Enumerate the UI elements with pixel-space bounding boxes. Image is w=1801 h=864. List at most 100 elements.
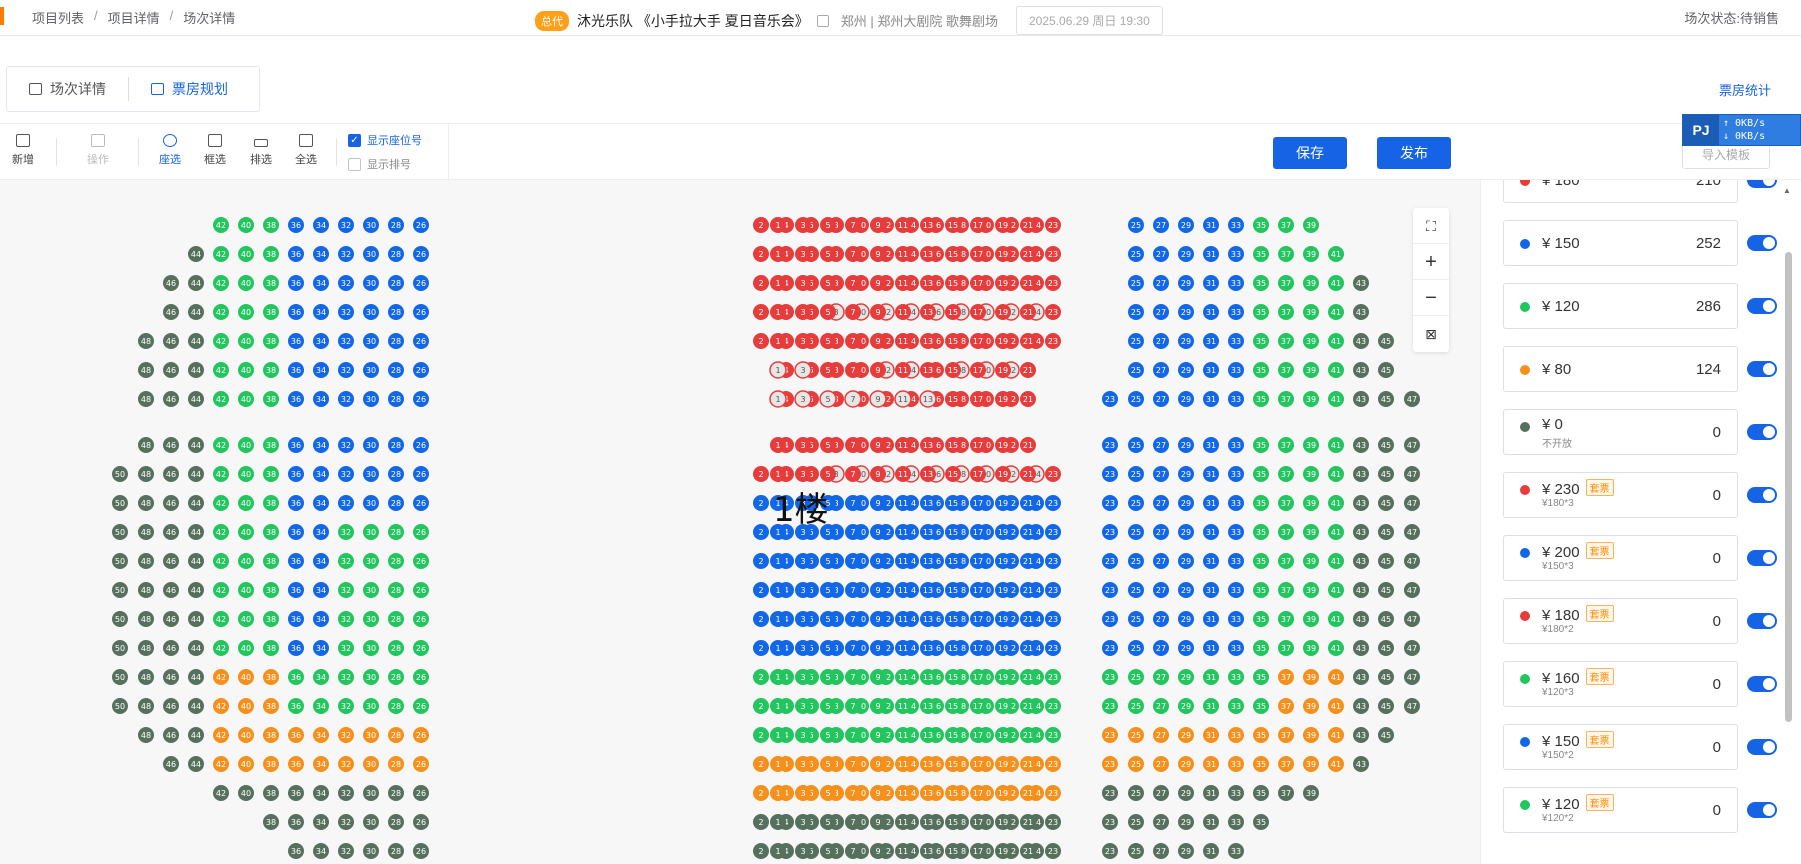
seat[interactable]: 43	[1353, 304, 1369, 320]
price-enable-toggle[interactable]	[1747, 739, 1777, 755]
seat[interactable]: 17	[970, 275, 986, 291]
seat[interactable]: 39	[1303, 304, 1319, 320]
seat[interactable]: 36	[288, 362, 304, 378]
seat[interactable]: 28	[388, 669, 404, 685]
seat[interactable]: 38	[263, 495, 279, 511]
seat[interactable]: 34	[313, 611, 329, 627]
seat[interactable]: 46	[163, 756, 179, 772]
seat[interactable]: 35	[1253, 582, 1269, 598]
seat[interactable]: 35	[1253, 611, 1269, 627]
seat[interactable]: 36	[288, 611, 304, 627]
seat[interactable]: 1	[770, 843, 786, 859]
seat[interactable]: 5	[820, 669, 836, 685]
seat[interactable]: 38	[263, 611, 279, 627]
seat[interactable]: 33	[1228, 333, 1244, 349]
seat[interactable]: 45	[1378, 582, 1394, 598]
seat[interactable]: 43	[1353, 466, 1369, 482]
seat[interactable]: 15	[945, 843, 961, 859]
seat[interactable]: 17	[970, 814, 986, 830]
seat[interactable]: 5	[820, 553, 836, 569]
seat[interactable]: 29	[1178, 391, 1194, 407]
seat[interactable]: 48	[138, 611, 154, 627]
seat[interactable]: 32	[338, 495, 354, 511]
seat[interactable]: 32	[338, 362, 354, 378]
seat[interactable]: 40	[238, 524, 254, 540]
seat[interactable]: 33	[1228, 843, 1244, 859]
seat[interactable]: 23	[1102, 698, 1118, 714]
seat[interactable]: 21	[1020, 814, 1036, 830]
seat[interactable]: 13	[920, 275, 936, 291]
price-card[interactable]: ¥ 180 210	[1503, 180, 1738, 203]
seat[interactable]: 38	[263, 304, 279, 320]
seat[interactable]: 25	[1128, 785, 1144, 801]
seat[interactable]: 28	[388, 466, 404, 482]
seat[interactable]: 2	[753, 785, 769, 801]
box-office-stats-link[interactable]: 票房统计	[1718, 83, 1771, 98]
seat[interactable]: 23	[1102, 843, 1118, 859]
seat[interactable]: 38	[263, 669, 279, 685]
seat[interactable]: 38	[263, 391, 279, 407]
seat[interactable]: 23	[1102, 437, 1118, 453]
seat[interactable]: 36	[288, 698, 304, 714]
seat[interactable]: 48	[138, 362, 154, 378]
seat[interactable]: 32	[338, 275, 354, 291]
seat[interactable]: 23	[1045, 756, 1061, 772]
seat[interactable]: 21	[1020, 669, 1036, 685]
seat[interactable]: 25	[1128, 524, 1144, 540]
seat[interactable]: 36	[288, 756, 304, 772]
seat[interactable]: 15	[945, 582, 961, 598]
seat[interactable]: 7	[845, 698, 861, 714]
seat[interactable]: 38	[263, 524, 279, 540]
seat[interactable]: 33	[1228, 391, 1244, 407]
seat[interactable]: 41	[1328, 304, 1344, 320]
seat[interactable]: 48	[138, 495, 154, 511]
seat[interactable]: 48	[138, 466, 154, 482]
seat[interactable]: 1	[770, 217, 786, 233]
seat[interactable]: 44	[188, 640, 204, 656]
seat[interactable]: 21	[1020, 304, 1036, 320]
seat[interactable]: 3	[795, 640, 811, 656]
seat[interactable]: 36	[288, 814, 304, 830]
seat[interactable]: 23	[1102, 582, 1118, 598]
seat[interactable]: 26	[413, 466, 429, 482]
seat[interactable]: 44	[188, 246, 204, 262]
seat[interactable]: 2	[753, 843, 769, 859]
seat[interactable]: 19	[995, 275, 1011, 291]
seat[interactable]: 23	[1045, 814, 1061, 830]
seat[interactable]: 11	[895, 669, 911, 685]
seat[interactable]: 28	[388, 217, 404, 233]
seat[interactable]: 31	[1203, 495, 1219, 511]
seat[interactable]: 35	[1253, 640, 1269, 656]
seat[interactable]: 36	[288, 466, 304, 482]
seat[interactable]: 44	[188, 275, 204, 291]
seat[interactable]: 7	[845, 495, 861, 511]
seat[interactable]: 42	[213, 217, 229, 233]
seat[interactable]: 9	[870, 333, 886, 349]
seat[interactable]: 7	[845, 843, 861, 859]
seat[interactable]: 41	[1328, 582, 1344, 598]
seat[interactable]: 48	[138, 669, 154, 685]
seat[interactable]: 35	[1253, 437, 1269, 453]
seat[interactable]: 39	[1303, 785, 1319, 801]
seat[interactable]: 27	[1153, 466, 1169, 482]
seat[interactable]: 2	[753, 640, 769, 656]
seat[interactable]: 13	[920, 466, 936, 482]
seat[interactable]: 21	[1020, 333, 1036, 349]
seat[interactable]: 5	[820, 727, 836, 743]
seat[interactable]: 3	[795, 727, 811, 743]
seat[interactable]: 17	[970, 362, 986, 378]
seat[interactable]: 34	[313, 785, 329, 801]
seat[interactable]: 27	[1153, 698, 1169, 714]
seat[interactable]: 32	[338, 391, 354, 407]
zoom-in-icon[interactable]: +	[1413, 244, 1449, 280]
seat[interactable]: 31	[1203, 362, 1219, 378]
seat[interactable]: 9	[870, 362, 886, 378]
seat[interactable]: 29	[1178, 524, 1194, 540]
seat[interactable]: 37	[1278, 785, 1294, 801]
seat[interactable]: 32	[338, 640, 354, 656]
seat[interactable]: 31	[1203, 669, 1219, 685]
price-card[interactable]: ¥ 120 套票 ¥120*2 0	[1503, 787, 1738, 833]
seat[interactable]: 5	[819, 390, 837, 408]
seat[interactable]: 2	[753, 698, 769, 714]
seat[interactable]: 27	[1153, 333, 1169, 349]
